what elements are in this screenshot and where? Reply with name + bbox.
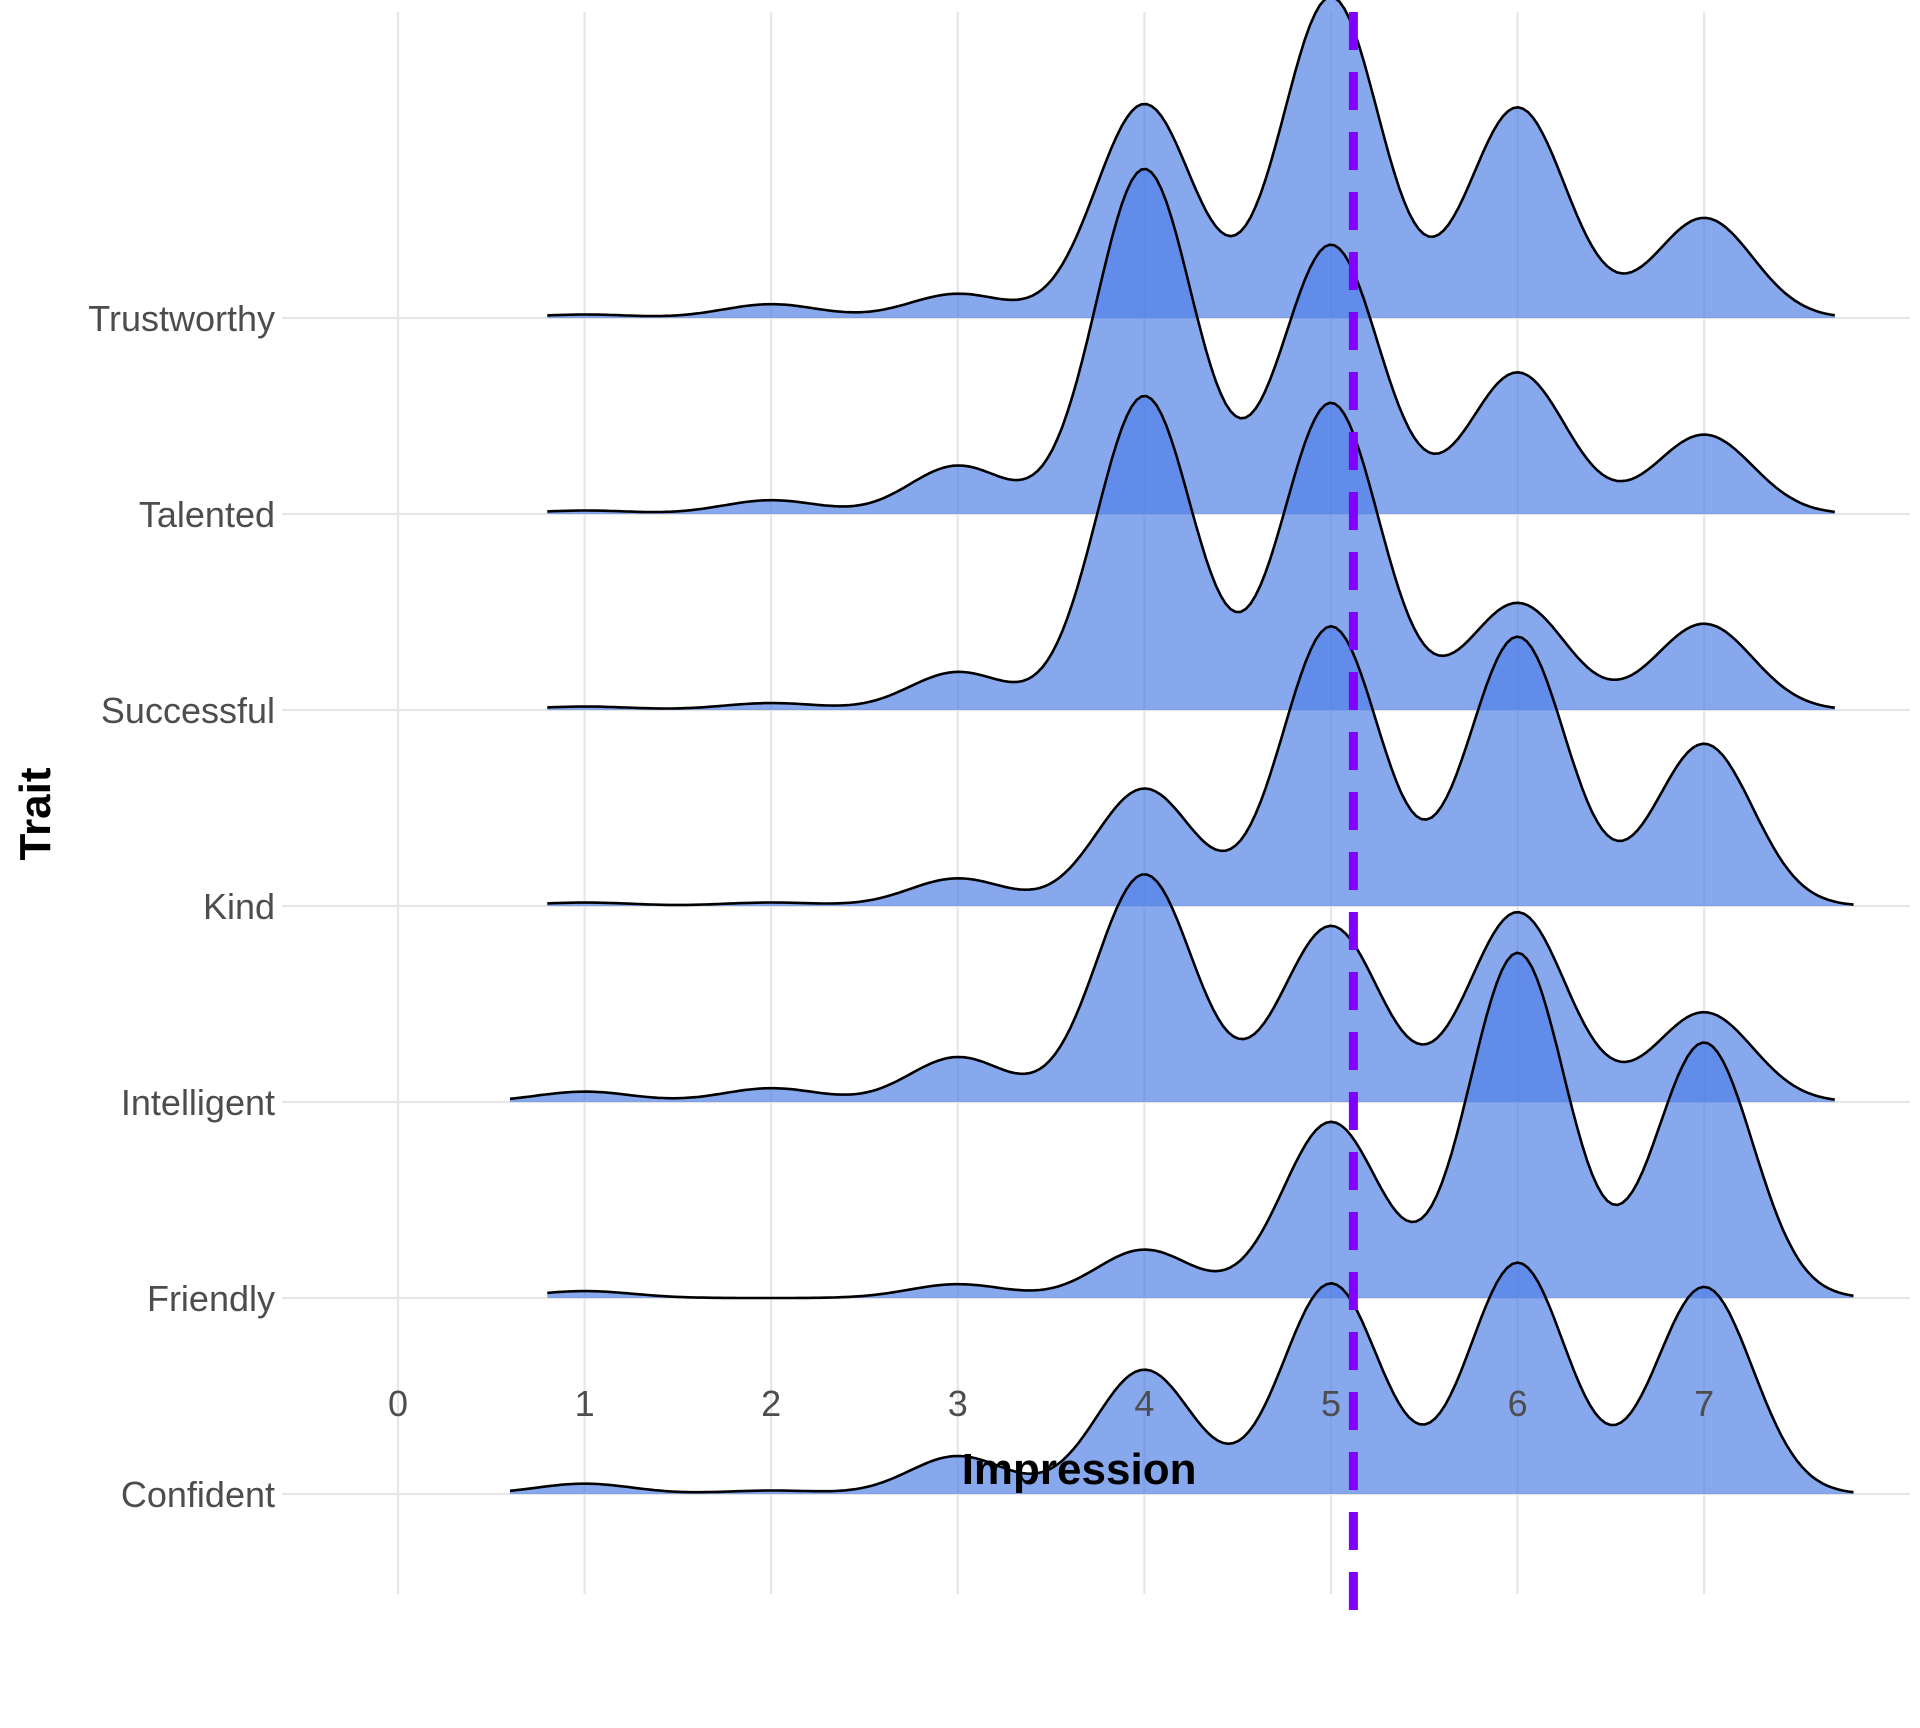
x-tick-label: 5 — [1321, 1383, 1341, 1424]
y-axis-title: Trait — [11, 767, 60, 860]
x-tick-label: 0 — [388, 1383, 408, 1424]
x-tick-label: 6 — [1508, 1383, 1528, 1424]
ridge-fill-talented — [547, 169, 1835, 514]
ridge-outline-talented — [547, 167, 1835, 514]
ridge-outline-trustworthy — [547, 0, 1836, 318]
x-tick-label: 1 — [575, 1383, 595, 1424]
x-tick-label: 2 — [761, 1383, 781, 1424]
density-ridges — [509, 0, 1854, 1494]
ridge-fill-friendly — [547, 952, 1854, 1298]
ridge-outline-successful — [547, 394, 1835, 710]
y-tick-label: Talented — [139, 494, 275, 535]
x-tick-label: 3 — [948, 1383, 968, 1424]
y-tick-label: Successful — [101, 690, 275, 731]
y-tick-label: Confident — [121, 1474, 275, 1515]
ridge-fill-confident — [510, 1262, 1854, 1494]
x-tick-label: 4 — [1134, 1383, 1154, 1424]
y-tick-label: Intelligent — [121, 1082, 275, 1123]
y-tick-label: Trustworthy — [88, 298, 275, 339]
x-tick-labels: 0 1 2 3 4 5 6 7 — [388, 1383, 1714, 1424]
y-tick-label: Friendly — [147, 1278, 275, 1319]
y-tick-label: Kind — [203, 886, 275, 927]
ridge-outline-friendly — [547, 951, 1854, 1300]
x-tick-label: 7 — [1694, 1383, 1714, 1424]
ridge-outline-confident — [509, 1261, 1854, 1494]
ridge-fill-successful — [547, 396, 1835, 710]
ridge-outline-intelligent — [509, 873, 1836, 1101]
ridge-fill-trustworthy — [547, 0, 1835, 318]
ridge-fill-kind — [547, 626, 1854, 906]
x-axis-title: Impression — [962, 1445, 1197, 1494]
y-tick-labels: Confident Friendly Intelligent Kind Successf… — [88, 298, 275, 1515]
ridge-outline-kind — [547, 625, 1854, 907]
